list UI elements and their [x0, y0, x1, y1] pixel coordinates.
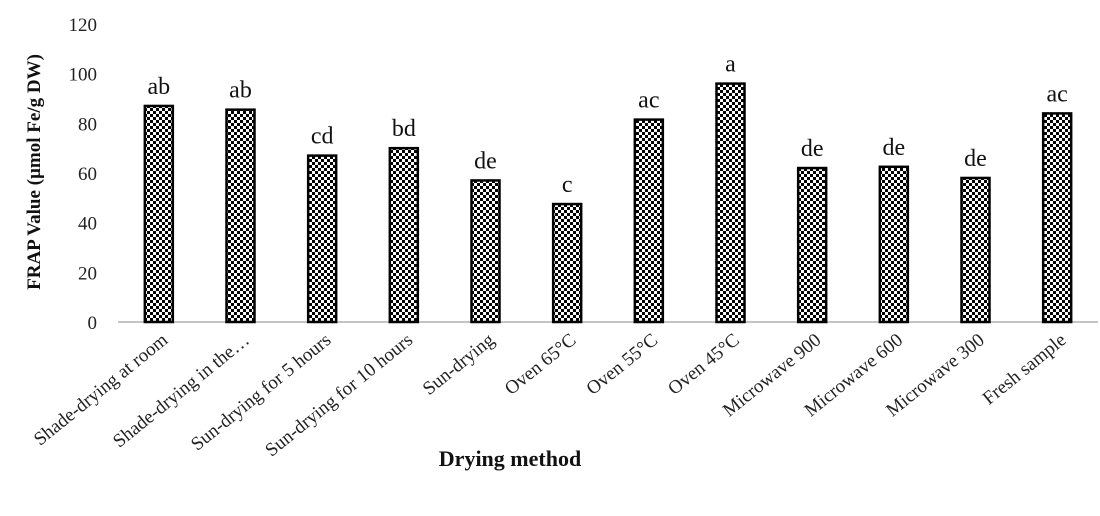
significance-label: cd [311, 124, 334, 150]
significance-label: de [964, 146, 987, 172]
bar [796, 166, 828, 324]
x-axis-title: Drying method [439, 446, 581, 471]
significance-label: de [801, 136, 824, 162]
significance-label: c [562, 172, 573, 198]
bar [715, 82, 746, 324]
y-tick-label: 0 [88, 313, 98, 334]
y-tick-label: 80 [78, 114, 97, 135]
category-label: Sun-drying for 10 hours [261, 330, 417, 462]
category-label: Oven 45°C [664, 330, 743, 400]
significance-labels: ab ab cd bd de c ac a de de de ac [148, 52, 1068, 198]
y-tick-label: 60 [78, 164, 97, 185]
category-label: Oven 65°C [501, 330, 580, 400]
y-tick-label: 120 [69, 15, 98, 36]
significance-label: ab [229, 78, 252, 104]
significance-label: ac [1047, 81, 1068, 107]
bars [143, 82, 1073, 324]
y-tick-label: 40 [78, 214, 97, 235]
significance-label: bd [392, 116, 416, 142]
category-label: Sun-drying for 5 hours [187, 330, 335, 456]
bar [1041, 112, 1073, 324]
y-tick-label: 100 [69, 65, 98, 86]
category-label: Shade-drying in the… [109, 330, 253, 453]
bar [306, 154, 338, 324]
category-label: Shade-drying at room [30, 329, 172, 450]
bar [878, 165, 910, 324]
significance-label: ac [638, 88, 659, 114]
category-label: Fresh sample [979, 330, 1071, 410]
bar [960, 176, 991, 324]
bar [633, 118, 665, 324]
bar [225, 108, 256, 324]
y-axis-title: FRAP Value (µmol Fe/g DW) [24, 54, 45, 290]
bar [551, 202, 583, 324]
bar [470, 179, 501, 324]
category-label: Sun-drying [419, 329, 499, 399]
significance-label: de [883, 135, 906, 161]
y-tick-label: 20 [78, 263, 97, 284]
bar [143, 104, 175, 324]
significance-label: a [725, 52, 736, 78]
significance-label: de [474, 148, 497, 174]
bar [388, 146, 420, 324]
significance-label: ab [148, 74, 171, 100]
category-label: Oven 55°C [583, 330, 662, 400]
y-axis-ticks: 0 20 40 60 80 100 120 [69, 15, 98, 334]
